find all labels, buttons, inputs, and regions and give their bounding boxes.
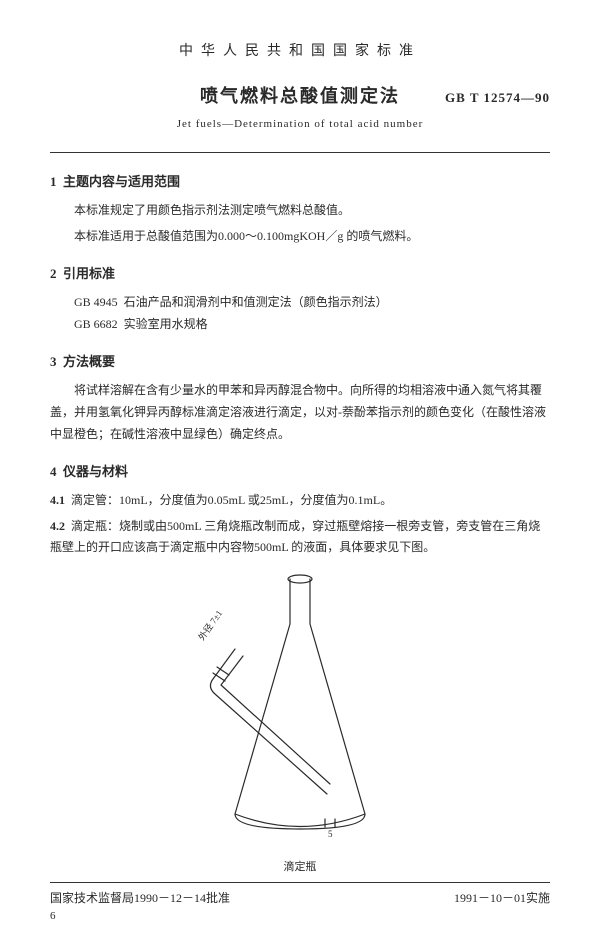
footer-right: 1991－10－01实施 bbox=[454, 889, 550, 906]
section-3-p1: 将试样溶解在含有少量水的甲苯和异丙醇混合物中。向所得的均相溶液中通入氮气将其覆盖… bbox=[50, 380, 550, 445]
section-3-num: 3 bbox=[50, 354, 57, 369]
header-rule bbox=[50, 152, 550, 153]
item-4-2: 4.2 滴定瓶：烧制或由500mL 三角烧瓶改制而成，穿过瓶壁熔接一根旁支管，旁… bbox=[50, 516, 550, 559]
item-4-2-text: 滴定瓶：烧制或由500mL 三角烧瓶改制而成，穿过瓶壁熔接一根旁支管，旁支管在三… bbox=[50, 519, 540, 555]
section-1-num: 1 bbox=[50, 174, 57, 189]
section-4-heading: 4 仪器与材料 bbox=[50, 461, 550, 480]
figure-caption: 滴定瓶 bbox=[50, 858, 550, 874]
org-name: 中华人民共和国国家标准 bbox=[50, 40, 550, 60]
ref-1-name: 石油产品和润滑剂中和值测定法（颜色指示剂法） bbox=[124, 295, 388, 309]
item-4-1-text: 滴定管：10mL，分度值为0.05mL 或25mL，分度值为0.1mL。 bbox=[71, 493, 392, 507]
title-english: Jet fuels—Determination of total acid nu… bbox=[50, 118, 550, 130]
section-4-num: 4 bbox=[50, 464, 57, 479]
ref-2-name: 实验室用水规格 bbox=[124, 317, 208, 331]
figure-flask: 外径 7±1 5 滴定瓶 bbox=[50, 569, 550, 874]
section-1-title: 主题内容与适用范围 bbox=[63, 174, 180, 189]
section-2-num: 2 bbox=[50, 266, 57, 281]
footer: 国家技术监督局1990－12－14批准 1991－10－01实施 bbox=[50, 882, 550, 906]
ref-1: GB 4945 石油产品和润滑剂中和值测定法（颜色指示剂法） bbox=[74, 292, 550, 314]
ref-2: GB 6682 实验室用水规格 bbox=[74, 314, 550, 336]
footer-left: 国家技术监督局1990－12－14批准 bbox=[50, 889, 230, 906]
section-3-heading: 3 方法概要 bbox=[50, 351, 550, 370]
standard-code: GB T 12574—90 bbox=[445, 90, 550, 106]
section-4-title: 仪器与材料 bbox=[63, 464, 128, 479]
section-1-p2: 本标准适用于总酸值范围为0.000～0.100mgKOH／g 的喷气燃料。 bbox=[50, 226, 550, 248]
item-4-1: 4.1 滴定管：10mL，分度值为0.05mL 或25mL，分度值为0.1mL。 bbox=[50, 490, 550, 512]
ref-1-code: GB 4945 bbox=[74, 295, 118, 309]
page-number: 6 bbox=[50, 910, 550, 922]
section-2-title: 引用标准 bbox=[63, 266, 115, 281]
item-4-1-num: 4.1 bbox=[50, 493, 65, 507]
item-4-2-num: 4.2 bbox=[50, 519, 65, 533]
svg-text:5: 5 bbox=[328, 829, 333, 839]
flask-icon: 外径 7±1 5 bbox=[195, 569, 405, 849]
ref-2-code: GB 6682 bbox=[74, 317, 118, 331]
section-1-heading: 1 主题内容与适用范围 bbox=[50, 171, 550, 190]
section-2-heading: 2 引用标准 bbox=[50, 263, 550, 282]
svg-text:外径 7±1: 外径 7±1 bbox=[196, 608, 225, 642]
section-1-p1: 本标准规定了用颜色指示剂法测定喷气燃料总酸值。 bbox=[50, 200, 550, 222]
section-3-title: 方法概要 bbox=[63, 354, 115, 369]
